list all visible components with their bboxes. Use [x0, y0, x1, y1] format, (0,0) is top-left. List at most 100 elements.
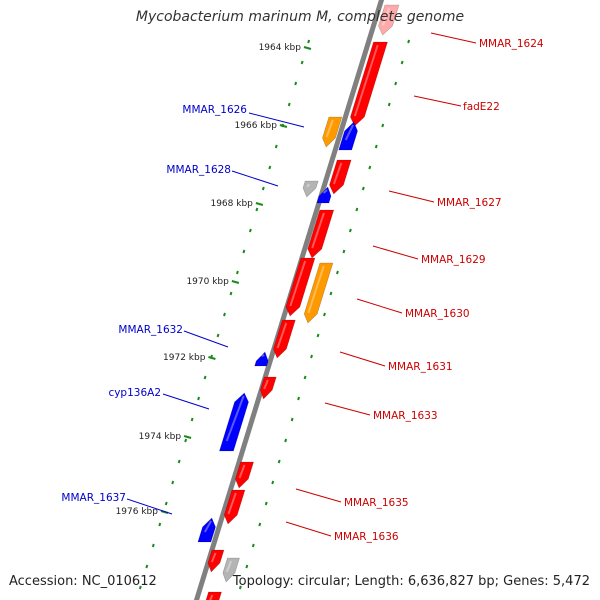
gene-arrow[interactable]	[197, 517, 216, 543]
gene-arrow-highlight	[263, 379, 269, 390]
gene-label[interactable]: MMAR_1624	[479, 38, 544, 50]
track-dot	[290, 417, 294, 422]
gene-arrow-highlight	[261, 354, 265, 357]
gene-arrow[interactable]	[205, 591, 222, 600]
track-dot	[394, 81, 398, 86]
gene-label[interactable]: MMAR_1632	[118, 324, 183, 336]
track-dot	[251, 543, 255, 548]
gene-arrow[interactable]	[222, 557, 240, 583]
gene-arrow[interactable]	[219, 392, 249, 452]
label-leader-line	[356, 298, 403, 314]
gene-arrow-highlight	[307, 265, 325, 314]
gene-arrow-highlight	[306, 183, 310, 188]
track-dot	[287, 102, 291, 107]
label-leaders	[126, 32, 477, 537]
gene-arrow-highlight	[227, 492, 237, 515]
track-dot	[348, 228, 352, 233]
gene-arrow-highlight	[333, 162, 343, 185]
track-dot	[238, 585, 242, 590]
kbp-tick-label: 1964 kbp	[259, 43, 302, 53]
kbp-tick-label: 1972 kbp	[163, 353, 206, 363]
gene-arrow[interactable]	[259, 376, 277, 400]
gene-features	[197, 4, 400, 600]
track-dot	[374, 144, 378, 149]
gene-labels: MMAR_1624 fadE22 MMAR_1626 MMAR_1628 MMAR_16…	[61, 38, 543, 543]
gene-arrow[interactable]	[307, 209, 335, 259]
label-leader-line	[248, 112, 305, 128]
gene-label[interactable]: MMAR_1627	[437, 197, 502, 209]
track-dot	[264, 501, 268, 506]
gene-arrow-highlight	[204, 520, 212, 533]
kbp-tick-label: 1976 kbp	[116, 507, 159, 517]
track-dot	[190, 417, 194, 422]
kbp-ticks: 1964 kbp 1966 kbp 1968 kbp 1970 kbp 1972 kbp…	[116, 43, 312, 517]
track-dot	[342, 249, 346, 254]
track-dot	[355, 207, 359, 212]
track-dot	[164, 501, 168, 506]
label-leader-line	[295, 488, 342, 503]
gene-arrow-highlight	[382, 7, 391, 26]
gene-arrow[interactable]	[378, 4, 400, 36]
track-dot	[248, 228, 252, 233]
genome-info-text: Topology: circular; Length: 6,636,827 bp…	[232, 574, 590, 589]
gene-label[interactable]: MMAR_1628	[166, 164, 231, 176]
track-dot	[368, 165, 372, 170]
gene-arrow-highlight	[276, 322, 288, 349]
track-dot	[381, 123, 385, 128]
gene-arrow[interactable]	[285, 257, 316, 317]
kbp-tick-mark	[231, 280, 240, 284]
gene-arrow-highlight	[353, 44, 379, 117]
label-leader-line	[162, 393, 210, 410]
gene-arrow-highlight	[311, 212, 325, 249]
track-dot	[407, 39, 411, 44]
gene-label[interactable]: MMAR_1635	[344, 497, 409, 509]
gene-arrow[interactable]	[235, 461, 254, 489]
kbp-tick-mark	[183, 435, 192, 439]
kbp-tick-label: 1968 kbp	[210, 199, 253, 209]
track-dot	[400, 60, 404, 65]
track-dot	[177, 459, 181, 464]
gene-label[interactable]: MMAR_1626	[182, 104, 247, 116]
track-dot	[300, 60, 304, 65]
gene-label[interactable]: MMAR_1637	[61, 492, 126, 504]
track-dot	[335, 270, 339, 275]
gene-arrow[interactable]	[302, 180, 319, 198]
gene-label[interactable]: MMAR_1636	[334, 531, 399, 543]
gene-label[interactable]: cyp136A2	[108, 387, 161, 399]
gene-arrow-highlight	[238, 464, 246, 479]
track-dot	[271, 480, 275, 485]
gene-arrow[interactable]	[316, 186, 332, 204]
gene-arrow[interactable]	[338, 121, 358, 151]
gene-label[interactable]: MMAR_1630	[405, 308, 470, 320]
gene-arrow[interactable]	[322, 116, 343, 148]
track-dot	[261, 186, 265, 191]
label-leader-line	[339, 351, 386, 367]
kbp-tick-mark	[303, 46, 312, 50]
gene-label[interactable]: MMAR_1629	[421, 254, 486, 266]
gene-arrow[interactable]	[223, 489, 246, 525]
track-dot	[361, 186, 365, 191]
label-leader-line	[324, 402, 371, 416]
gene-arrow[interactable]	[207, 549, 225, 573]
gene-label[interactable]: MMAR_1631	[388, 361, 453, 373]
gene-arrow-highlight	[210, 552, 217, 563]
track-dot	[138, 585, 142, 590]
track-dot	[184, 438, 188, 443]
gene-arrow-highlight	[344, 124, 355, 141]
label-leader-line	[430, 32, 477, 44]
kbp-tick-label: 1970 kbp	[186, 277, 229, 287]
gene-label[interactable]: fadE22	[463, 101, 500, 113]
gene-arrow[interactable]	[350, 41, 388, 127]
gene-arrow[interactable]	[329, 159, 352, 195]
gene-arrow[interactable]	[254, 351, 269, 367]
gene-arrow[interactable]	[303, 262, 334, 324]
gene-arrow-highlight	[325, 119, 334, 138]
kbp-tick-label: 1966 kbp	[235, 121, 278, 131]
gene-arrow[interactable]	[273, 319, 296, 359]
track-dot	[307, 39, 311, 44]
track-dot	[274, 144, 278, 149]
label-leader-line	[285, 521, 332, 537]
track-dot	[316, 333, 320, 338]
gene-label[interactable]: MMAR_1633	[373, 410, 438, 422]
